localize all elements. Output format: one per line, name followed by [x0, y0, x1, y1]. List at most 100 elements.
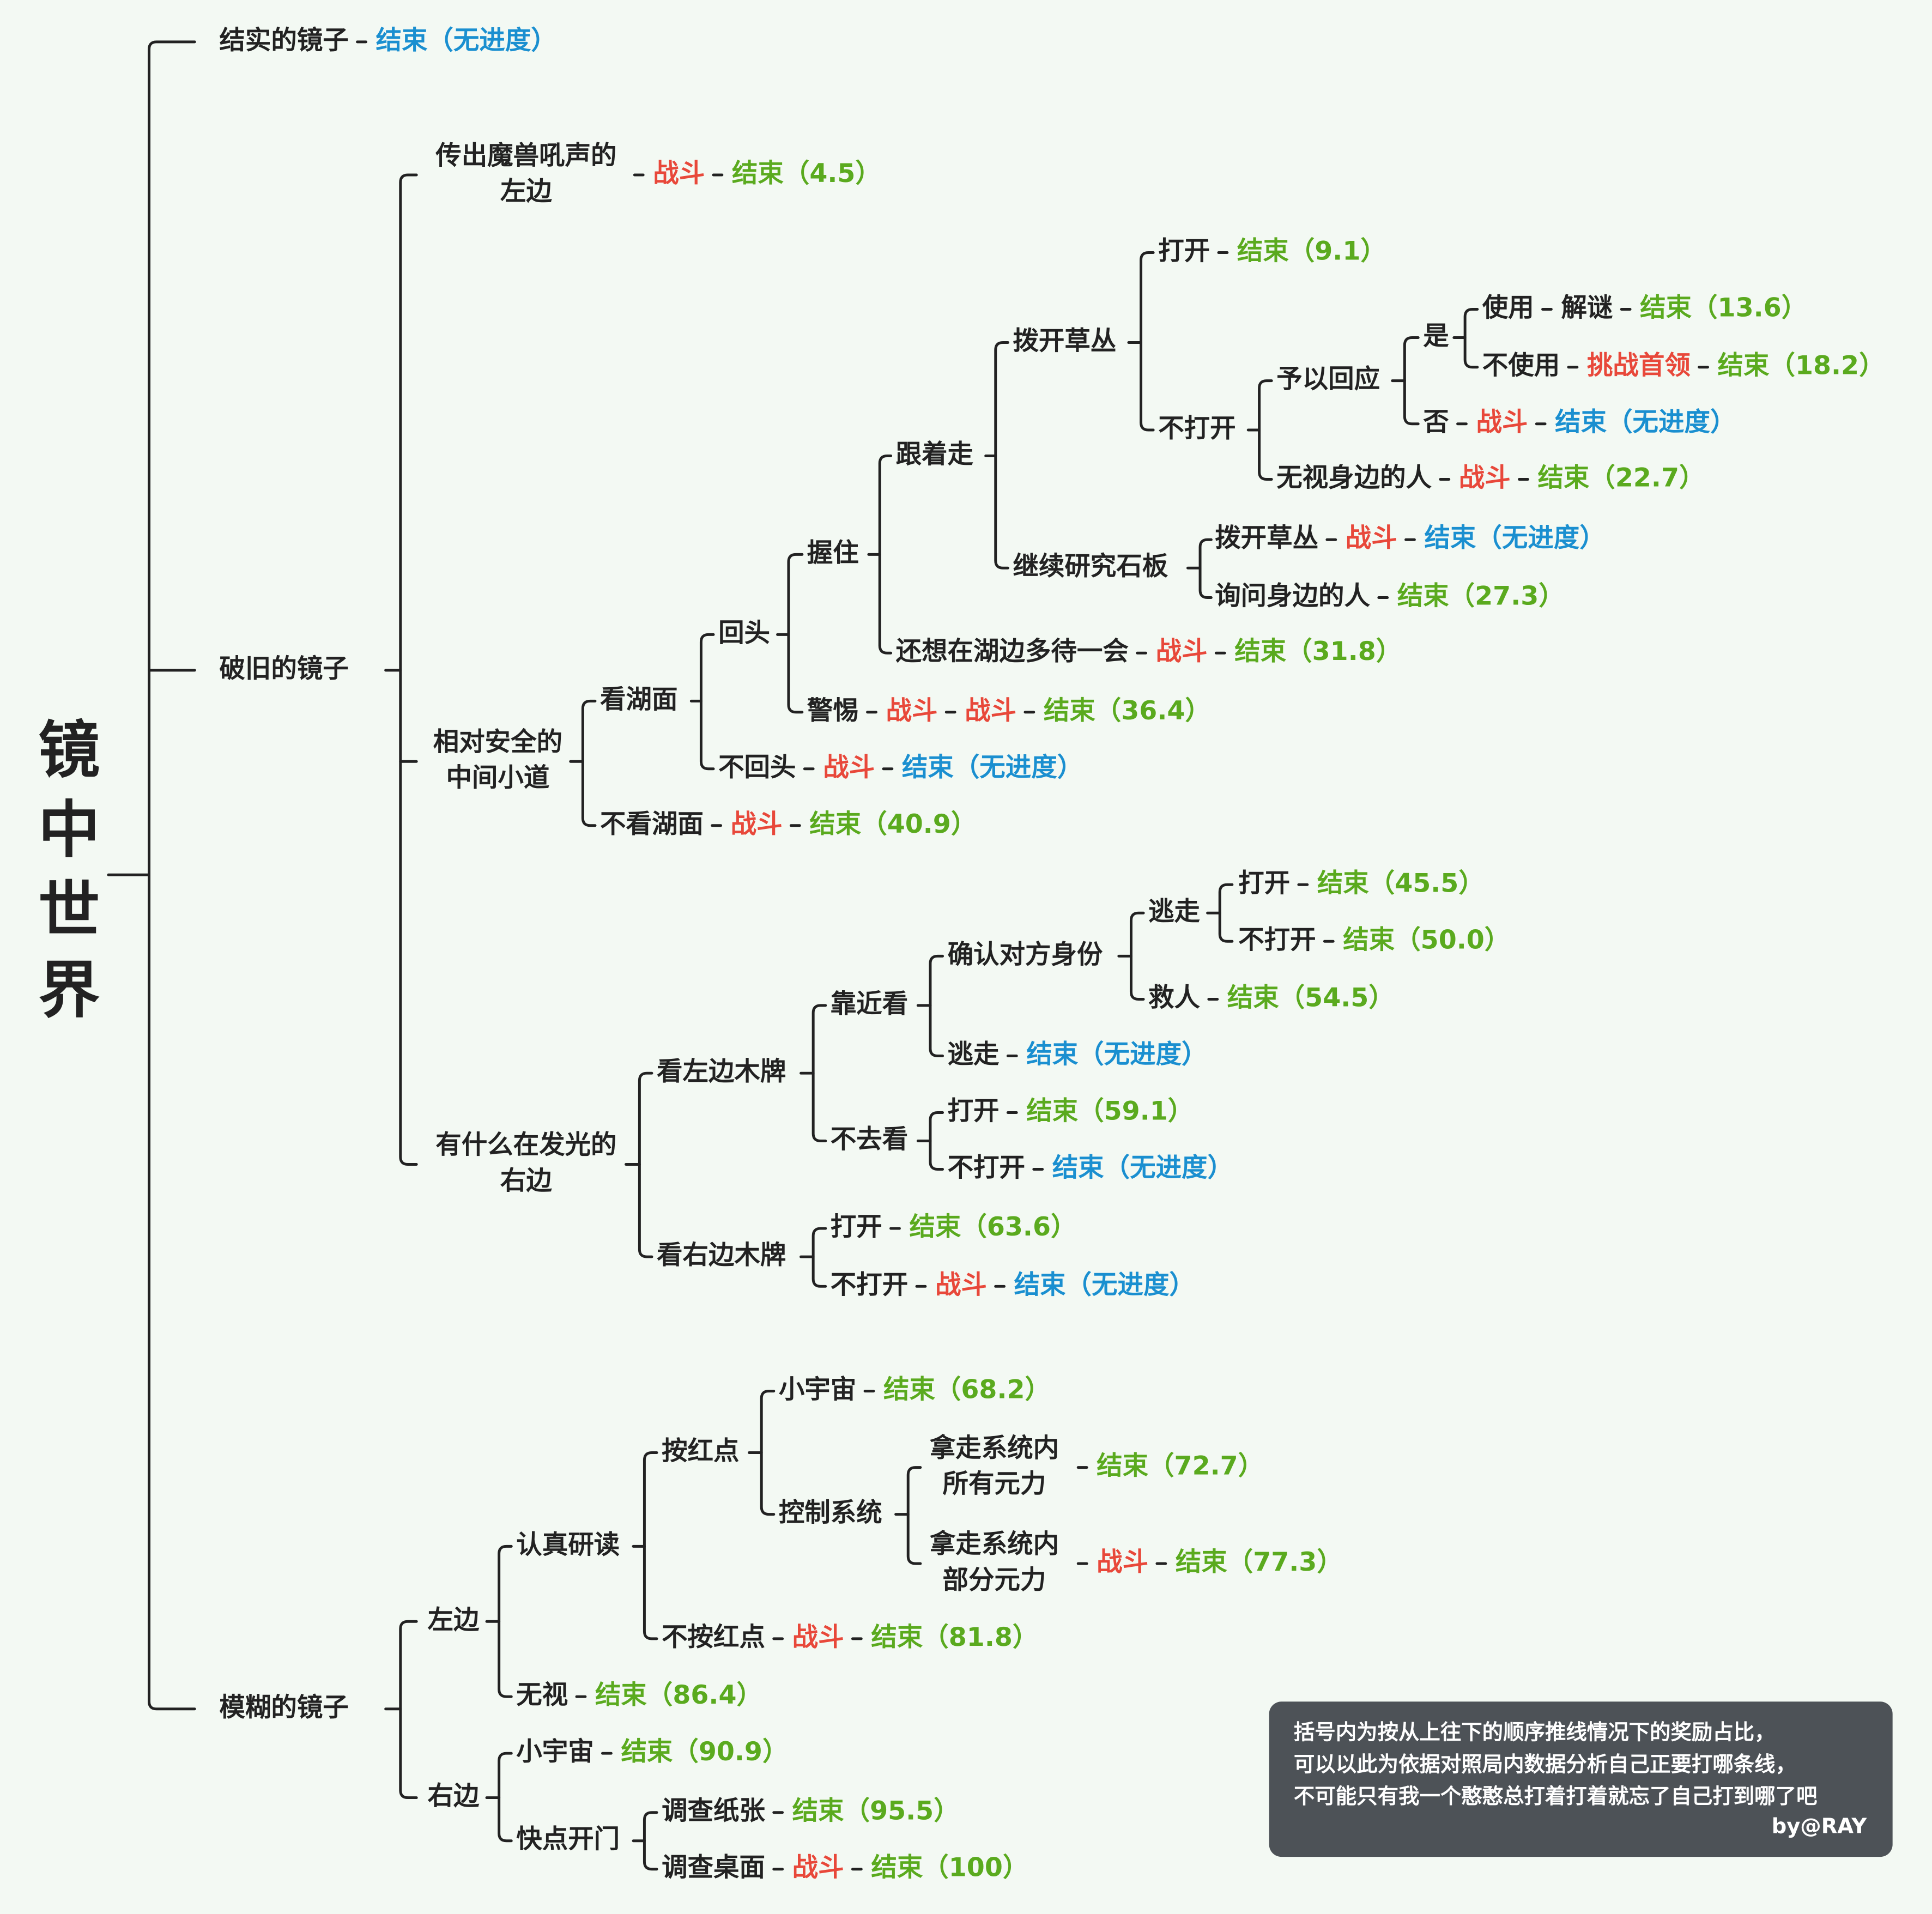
node-label: 握住: [807, 538, 859, 568]
node-label: 中间小道: [446, 763, 549, 793]
node-label: 不按红点: [662, 1622, 765, 1652]
outcome-label: 战斗: [1156, 637, 1208, 667]
node-label: 不打开: [948, 1153, 1025, 1183]
outcome-label: 结束（无进度）: [1014, 1270, 1195, 1300]
outcome-label: 结束（无进度）: [376, 26, 557, 56]
outcome-label: 结束（无进度）: [902, 753, 1083, 783]
node-label: 左边: [500, 177, 552, 207]
note: 括号内为按从上往下的顺序推线情况下的奖励占比， 可以以此为依据对照局内数据分析自…: [1269, 1701, 1893, 1857]
node-label: 无视: [516, 1680, 568, 1710]
node-label: 右边: [428, 1782, 480, 1812]
node-label: 不看湖面: [600, 809, 704, 839]
node-label: 继续研究石板: [1013, 552, 1168, 582]
node-label: 不打开: [1238, 925, 1316, 955]
node-label: 回头: [718, 618, 770, 648]
outcome-label: 战斗: [792, 1853, 844, 1883]
node-label: 认真研读: [516, 1530, 620, 1560]
node-label: 打开: [948, 1097, 1000, 1126]
note-signature: by@RAY: [1772, 1814, 1868, 1838]
node-label: 拿走系统内: [930, 1529, 1059, 1559]
outcome-label: 结束（95.5）: [792, 1796, 960, 1826]
outcome-label: 结束（50.0）: [1343, 925, 1510, 955]
outcome-label: 结束（31.8）: [1234, 637, 1402, 667]
node-label: 不回头: [718, 753, 796, 783]
outcome-label: 结束（59.1）: [1026, 1097, 1194, 1126]
node-label: 打开: [1238, 868, 1290, 898]
outcome-label: 战斗: [792, 1622, 844, 1652]
node-label: 不去看: [831, 1125, 908, 1155]
outcome-label: 结束（54.5）: [1227, 983, 1395, 1013]
note-box: [1269, 1701, 1893, 1857]
node-label: 无视身边的人: [1276, 463, 1432, 493]
outcome-label: 战斗: [1097, 1547, 1148, 1577]
outcome-label: 结束（无进度）: [1555, 408, 1736, 438]
outcome-label: 结束（无进度）: [1026, 1040, 1207, 1070]
node-label: 打开: [831, 1212, 882, 1242]
node-label: 跟着走: [896, 440, 974, 470]
outcome-label: 战斗: [653, 159, 705, 189]
node-label: 逃走: [948, 1040, 1000, 1070]
node-label: 使用: [1482, 293, 1534, 323]
node-label: 相对安全的: [433, 727, 562, 757]
node-label: 右边: [500, 1166, 552, 1196]
node-label: 确认对方身份: [948, 940, 1103, 970]
outcome-label: 结束（72.7）: [1097, 1451, 1264, 1481]
node-label: 不使用: [1482, 351, 1560, 381]
outcome-label: 结束（100）: [871, 1853, 1028, 1883]
note-line: 括号内为按从上往下的顺序推线情况下的奖励占比，: [1294, 1721, 1776, 1745]
outcome-label: 战斗: [1459, 463, 1511, 493]
outcome-label: 战斗: [1476, 408, 1528, 438]
outcome-label: 结束（68.2）: [883, 1374, 1051, 1404]
node-label: 破旧的镜子: [219, 654, 348, 684]
node-label: 小宇宙: [779, 1374, 856, 1404]
node-label: 拿走系统内: [930, 1433, 1059, 1463]
node-label: 打开: [1158, 236, 1210, 266]
outcome-label: 战斗: [935, 1270, 987, 1300]
node-label: 救人: [1148, 983, 1200, 1013]
outcome-label: 战斗: [731, 809, 783, 839]
outcome-label: 解谜: [1561, 293, 1613, 323]
root-title: 镜中世界: [28, 717, 100, 1038]
outcome-label: 结束（4.5）: [732, 159, 881, 189]
node-label: 询问身边的人: [1215, 582, 1370, 611]
node-label: 快点开门: [516, 1825, 620, 1855]
node-label: 还想在湖边多待一会: [896, 637, 1129, 667]
outcome-label: 结束（27.3）: [1397, 582, 1565, 611]
outcome-label: 结束（77.3）: [1176, 1547, 1343, 1577]
outcome-label: 战斗: [823, 753, 875, 783]
note-line: 可以以此为依据对照局内数据分析自己正要打哪条线，: [1294, 1752, 1796, 1777]
outcome-label: 结束（无进度）: [1424, 523, 1605, 553]
node-label: 调查桌面: [662, 1853, 765, 1883]
node-label: 模糊的镜子: [219, 1693, 348, 1723]
node-label: 拨开草丛: [1013, 326, 1116, 356]
note-line: 不可能只有我一个憨憨总打着打着就忘了自己打到哪了吧: [1294, 1784, 1818, 1809]
node-label: 左边: [428, 1605, 480, 1635]
node-label: 调查纸张: [662, 1796, 765, 1826]
outcome-label: 结束（90.9）: [621, 1737, 788, 1767]
node-label: 小宇宙: [516, 1737, 593, 1767]
node-label: 是: [1423, 321, 1449, 351]
outcome-label: 结束（63.6）: [909, 1212, 1076, 1242]
outcome-label: 结束（81.8）: [871, 1622, 1038, 1652]
node-label: 予以回应: [1276, 365, 1380, 395]
outcome-label: 战斗: [1346, 523, 1397, 553]
connector: [581, 699, 597, 827]
node-label: 所有元力: [943, 1469, 1046, 1499]
outcome-label: 结束（无进度）: [1052, 1153, 1233, 1183]
node-label: 逃走: [1148, 897, 1200, 926]
node-label: 传出魔兽吼声的: [435, 141, 616, 171]
outcome-label: 结束（45.5）: [1317, 868, 1485, 898]
node-label: 拨开草丛: [1215, 523, 1318, 553]
node-label: 部分元力: [943, 1565, 1046, 1595]
node-label: 不打开: [831, 1270, 908, 1300]
node-label: 看右边木牌: [657, 1240, 786, 1270]
node-label: 靠近看: [831, 989, 908, 1019]
node-label: 看湖面: [600, 685, 677, 714]
outcome-label: 战斗: [965, 696, 1016, 726]
node-label: 按红点: [662, 1437, 739, 1467]
outcome-label: 挑战首领: [1587, 351, 1691, 381]
node-label: 看左边木牌: [657, 1057, 786, 1087]
